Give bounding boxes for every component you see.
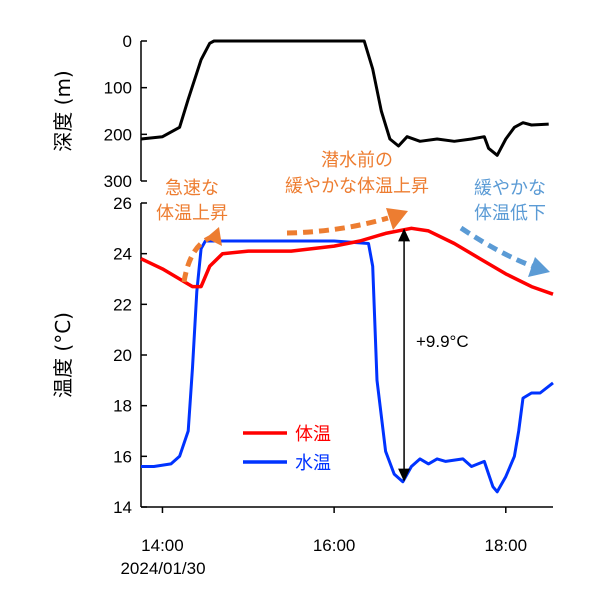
gradual-decline-arrowhead bbox=[528, 257, 550, 277]
temp-axis-title: 温度 (°C) bbox=[51, 312, 75, 398]
legend-water-temp-label: 水温 bbox=[295, 453, 331, 474]
x-ticks: 14:00 16:00 18:00 bbox=[141, 507, 527, 555]
depth-ticks: 0 100 200 300 bbox=[104, 32, 147, 191]
temp-tick-label: 20 bbox=[113, 346, 132, 365]
gradual-rise-label-line2: 緩やかな体温上昇 bbox=[285, 176, 429, 197]
gradual-decline-label-line2: 体温低下 bbox=[474, 203, 546, 224]
depth-tick-label: 300 bbox=[104, 172, 132, 191]
temp-tick-label: 22 bbox=[113, 295, 132, 314]
water-temp-line bbox=[141, 239, 554, 494]
depth-tick-label: 100 bbox=[104, 79, 132, 98]
depth-tick-label: 200 bbox=[104, 125, 132, 144]
body-temp-line bbox=[140, 226, 554, 296]
legend-body-temp-label: 体温 bbox=[295, 424, 331, 445]
difference-label: +9.9°C bbox=[416, 332, 469, 351]
gradual-rise-arrowhead bbox=[386, 208, 408, 230]
rapid-rise-arrowhead bbox=[206, 227, 222, 246]
temp-tick-label: 26 bbox=[113, 194, 132, 213]
x-tick-label: 16:00 bbox=[313, 536, 356, 555]
rapid-rise-label-line1: 急速な bbox=[165, 178, 219, 199]
x-tick-label: 14:00 bbox=[141, 536, 184, 555]
temp-tick-label: 18 bbox=[113, 397, 132, 416]
gradual-rise-label-line1: 潜水前の bbox=[321, 150, 393, 171]
gradual-decline-arrow bbox=[459, 225, 533, 269]
gradual-rise-arrow bbox=[286, 215, 389, 236]
temperature-panel: 14 16 18 20 22 24 26 14:00 16:00 18:00 2024/01/3… bbox=[51, 150, 554, 578]
temp-tick-label: 14 bbox=[113, 498, 132, 517]
depth-panel: 0 100 200 300 深度 (m) bbox=[51, 32, 549, 191]
rapid-rise-label-line2: 体温上昇 bbox=[156, 203, 228, 224]
legend: 体温 水温 bbox=[243, 424, 331, 474]
temp-tick-label: 24 bbox=[113, 245, 132, 264]
depth-tick-label: 0 bbox=[123, 32, 132, 51]
temperature-difference-arrow bbox=[398, 228, 411, 482]
depth-series-line bbox=[140, 39, 549, 157]
x-date-label: 2024/01/30 bbox=[120, 559, 205, 578]
temp-ticks: 14 16 18 20 22 24 26 bbox=[113, 194, 147, 517]
x-tick-label: 18:00 bbox=[485, 536, 528, 555]
gradual-decline-label-line1: 緩やかな bbox=[474, 178, 546, 199]
depth-axis-title: 深度 (m) bbox=[51, 70, 75, 151]
temp-tick-label: 16 bbox=[113, 447, 132, 466]
